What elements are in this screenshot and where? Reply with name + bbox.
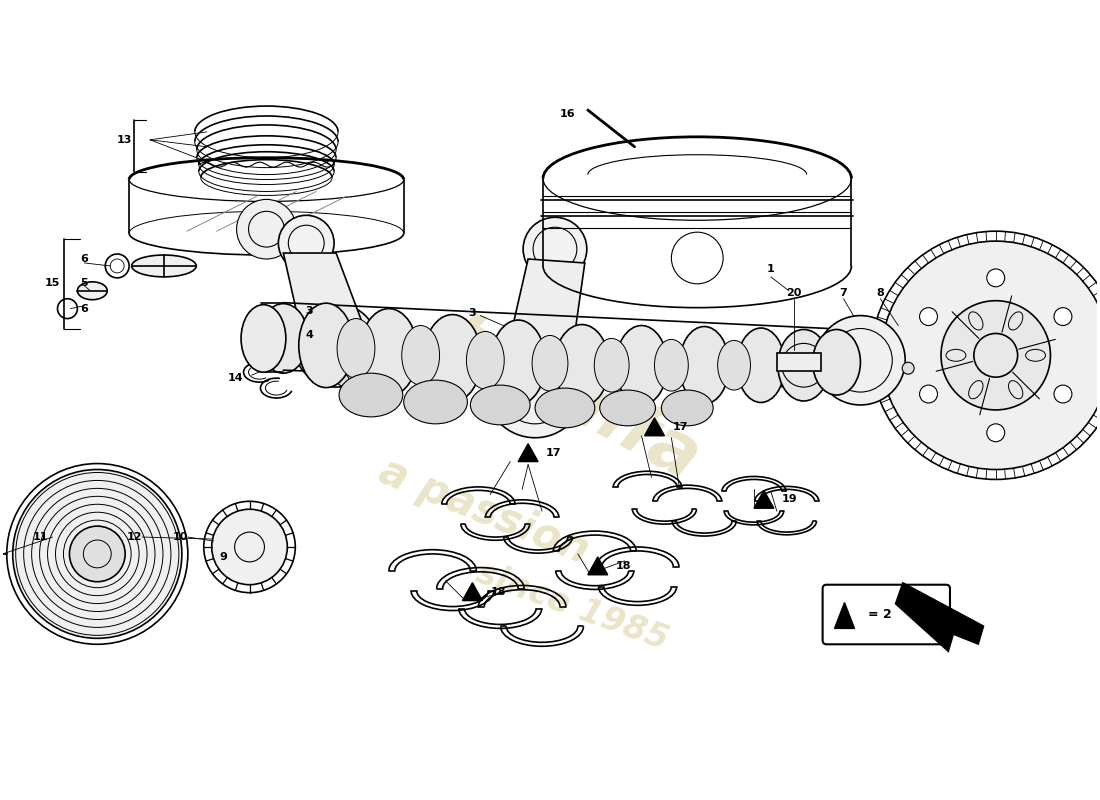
Circle shape [940, 301, 1050, 410]
Text: 15: 15 [45, 278, 60, 288]
Circle shape [881, 241, 1100, 470]
Ellipse shape [424, 314, 482, 402]
Circle shape [236, 199, 296, 259]
Polygon shape [896, 584, 982, 650]
Circle shape [13, 470, 181, 638]
Ellipse shape [680, 326, 729, 404]
Text: 18: 18 [491, 586, 506, 597]
Text: 13: 13 [117, 135, 132, 145]
Circle shape [816, 315, 905, 405]
Ellipse shape [471, 385, 530, 425]
Ellipse shape [661, 390, 713, 426]
Text: 20: 20 [786, 288, 802, 298]
Text: 19: 19 [782, 494, 797, 504]
Text: 3: 3 [306, 306, 313, 316]
Text: 18: 18 [616, 561, 631, 571]
Text: 6: 6 [80, 254, 88, 264]
Ellipse shape [404, 380, 468, 424]
Ellipse shape [737, 328, 784, 402]
Text: 9: 9 [220, 552, 228, 562]
Ellipse shape [299, 303, 353, 387]
Text: 5: 5 [80, 278, 88, 288]
Ellipse shape [654, 339, 689, 391]
Circle shape [1054, 385, 1071, 403]
Ellipse shape [616, 326, 668, 405]
Polygon shape [835, 602, 855, 629]
Circle shape [902, 362, 914, 374]
Ellipse shape [360, 309, 418, 396]
Circle shape [524, 218, 586, 281]
Circle shape [987, 424, 1004, 442]
Ellipse shape [594, 338, 629, 392]
FancyBboxPatch shape [777, 354, 821, 371]
Polygon shape [587, 557, 607, 574]
Text: 3: 3 [469, 308, 476, 318]
Text: tecalfa: tecalfa [432, 304, 712, 496]
Circle shape [485, 338, 585, 438]
Ellipse shape [600, 390, 656, 426]
Circle shape [211, 510, 287, 585]
Circle shape [920, 385, 937, 403]
Text: 8: 8 [877, 288, 884, 298]
Text: 6: 6 [80, 304, 88, 314]
Circle shape [987, 269, 1004, 286]
Polygon shape [462, 582, 482, 601]
Text: 4: 4 [306, 330, 313, 341]
Circle shape [278, 215, 334, 271]
FancyBboxPatch shape [823, 585, 950, 644]
Text: 12: 12 [126, 532, 142, 542]
Text: 7: 7 [839, 288, 847, 298]
Text: = 2: = 2 [868, 608, 892, 621]
Ellipse shape [77, 282, 107, 300]
Text: 1: 1 [767, 264, 774, 274]
Text: 16: 16 [560, 109, 575, 119]
Ellipse shape [778, 330, 829, 401]
Ellipse shape [535, 388, 595, 428]
Ellipse shape [337, 318, 375, 378]
Ellipse shape [717, 341, 750, 390]
Text: 11: 11 [33, 532, 48, 542]
Circle shape [69, 526, 125, 582]
Ellipse shape [466, 331, 504, 389]
Circle shape [1054, 308, 1071, 326]
Ellipse shape [532, 335, 568, 391]
Polygon shape [754, 490, 774, 508]
Text: a passion: a passion [373, 450, 595, 572]
Text: 10: 10 [173, 532, 188, 542]
Text: 14: 14 [228, 373, 243, 383]
Circle shape [920, 308, 937, 326]
Circle shape [337, 374, 349, 386]
Ellipse shape [258, 304, 308, 373]
Ellipse shape [132, 255, 196, 277]
Text: since 1985: since 1985 [471, 557, 672, 657]
Ellipse shape [402, 326, 440, 385]
Text: 17: 17 [546, 448, 561, 458]
Ellipse shape [491, 320, 546, 405]
Polygon shape [284, 253, 366, 333]
Polygon shape [503, 259, 585, 382]
Ellipse shape [813, 330, 860, 395]
Text: 17: 17 [672, 422, 688, 432]
Polygon shape [645, 418, 664, 436]
Ellipse shape [339, 373, 403, 417]
Polygon shape [518, 444, 538, 462]
Circle shape [295, 304, 378, 387]
Ellipse shape [241, 305, 286, 372]
Ellipse shape [554, 325, 609, 406]
